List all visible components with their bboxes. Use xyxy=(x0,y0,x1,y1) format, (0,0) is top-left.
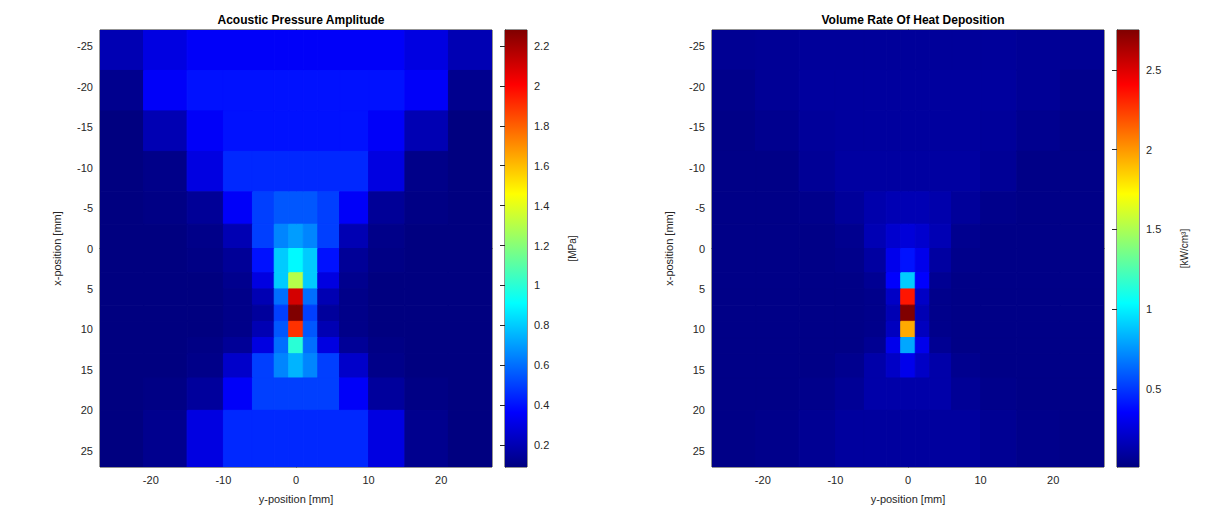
svg-text:[kW/cm³]: [kW/cm³] xyxy=(1179,229,1190,269)
svg-text:0.8: 0.8 xyxy=(534,319,549,331)
svg-text:-15: -15 xyxy=(689,121,705,133)
svg-text:-10: -10 xyxy=(215,474,231,486)
svg-text:0.5: 0.5 xyxy=(1146,383,1161,395)
svg-text:x-position [mm]: x-position [mm] xyxy=(663,211,675,286)
svg-text:2.2: 2.2 xyxy=(534,40,549,52)
svg-text:25: 25 xyxy=(693,445,705,457)
svg-text:1.8: 1.8 xyxy=(534,120,549,132)
svg-text:15: 15 xyxy=(81,364,93,376)
svg-text:1.4: 1.4 xyxy=(534,200,549,212)
svg-text:[MPa]: [MPa] xyxy=(567,235,578,261)
svg-text:-25: -25 xyxy=(77,40,93,52)
svg-text:0: 0 xyxy=(87,243,93,255)
svg-text:1: 1 xyxy=(534,279,540,291)
svg-text:-15: -15 xyxy=(77,121,93,133)
svg-text:-20: -20 xyxy=(143,474,159,486)
svg-text:-20: -20 xyxy=(755,474,771,486)
svg-text:-10: -10 xyxy=(689,162,705,174)
svg-text:-25: -25 xyxy=(689,40,705,52)
svg-text:2: 2 xyxy=(1146,144,1152,156)
svg-text:10: 10 xyxy=(81,323,93,335)
svg-text:-20: -20 xyxy=(689,81,705,93)
svg-text:1.5: 1.5 xyxy=(1146,223,1161,235)
svg-text:Volume Rate Of Heat Deposition: Volume Rate Of Heat Deposition xyxy=(821,13,1004,27)
svg-text:y-position [mm]: y-position [mm] xyxy=(259,493,334,505)
svg-text:1: 1 xyxy=(1146,303,1152,315)
svg-text:2: 2 xyxy=(534,80,540,92)
svg-text:-5: -5 xyxy=(695,202,705,214)
svg-text:0: 0 xyxy=(905,474,911,486)
svg-text:15: 15 xyxy=(693,364,705,376)
svg-text:Acoustic Pressure Amplitude: Acoustic Pressure Amplitude xyxy=(218,13,385,27)
svg-text:1.2: 1.2 xyxy=(534,240,549,252)
svg-text:20: 20 xyxy=(81,404,93,416)
svg-text:20: 20 xyxy=(693,404,705,416)
svg-text:10: 10 xyxy=(693,323,705,335)
svg-text:25: 25 xyxy=(81,445,93,457)
svg-text:0.6: 0.6 xyxy=(534,359,549,371)
svg-text:20: 20 xyxy=(1047,474,1059,486)
svg-text:y-position [mm]: y-position [mm] xyxy=(871,493,946,505)
svg-text:5: 5 xyxy=(87,283,93,295)
svg-text:-20: -20 xyxy=(77,81,93,93)
svg-text:0: 0 xyxy=(699,243,705,255)
svg-text:-5: -5 xyxy=(83,202,93,214)
svg-text:0.2: 0.2 xyxy=(534,439,549,451)
svg-text:-10: -10 xyxy=(77,162,93,174)
svg-text:-10: -10 xyxy=(827,474,843,486)
svg-text:x-position [mm]: x-position [mm] xyxy=(51,211,63,286)
svg-text:0.4: 0.4 xyxy=(534,399,549,411)
svg-text:0: 0 xyxy=(293,474,299,486)
svg-text:5: 5 xyxy=(699,283,705,295)
svg-text:2.5: 2.5 xyxy=(1146,64,1161,76)
svg-text:20: 20 xyxy=(435,474,447,486)
svg-text:10: 10 xyxy=(362,474,374,486)
svg-text:1.6: 1.6 xyxy=(534,160,549,172)
svg-text:10: 10 xyxy=(974,474,986,486)
